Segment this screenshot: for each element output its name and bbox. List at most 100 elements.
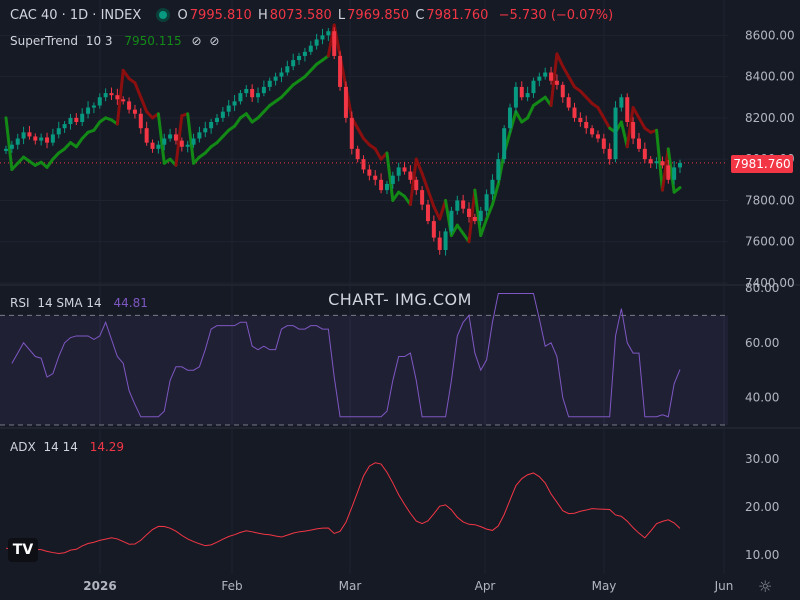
candle-body: [80, 113, 85, 123]
supertrend-segment: [619, 120, 629, 149]
adx-legend[interactable]: ADX 14 14 14.29: [10, 440, 124, 454]
tradingview-logo[interactable]: TV: [8, 538, 38, 562]
supertrend-segment: [625, 106, 635, 149]
eye-off-icon[interactable]: ⊘: [191, 34, 202, 48]
supertrend-segment: [356, 126, 366, 141]
candle-body: [631, 122, 636, 139]
supertrend-segment: [4, 116, 14, 171]
supertrend-segment: [326, 23, 336, 58]
supertrend-segment: [121, 68, 131, 81]
x-tick-label: Jun: [714, 579, 734, 593]
candle-body: [642, 148, 647, 160]
candle-body: [97, 97, 102, 106]
eye-off-icon[interactable]: ⊘: [209, 34, 220, 48]
candle-body: [396, 167, 401, 176]
candle-body: [449, 210, 454, 232]
candle-body: [285, 66, 290, 73]
candle-body: [291, 60, 296, 67]
adx-line: [5, 462, 681, 555]
rsi-y-tick: 60.00: [745, 336, 779, 350]
supertrend-segment: [432, 205, 442, 221]
supertrend-segment: [233, 116, 242, 128]
sun-icon[interactable]: ☼: [758, 577, 773, 596]
candle-body: [666, 165, 671, 180]
supertrend-segment: [490, 182, 500, 207]
candle-body: [513, 86, 518, 108]
candle-body: [355, 148, 360, 160]
candle-body: [508, 107, 513, 129]
candle-body: [373, 175, 378, 180]
supertrend-segment: [186, 112, 196, 165]
supertrend-segment: [479, 217, 489, 238]
supertrend-segment: [666, 147, 676, 194]
supertrend-segment: [426, 188, 436, 209]
supertrend-segment: [449, 223, 459, 238]
candle-body: [267, 80, 272, 87]
y-tick-label: 7400.00: [745, 276, 795, 290]
candle-body: [39, 137, 44, 141]
candle-body: [162, 138, 167, 145]
candle-body: [232, 101, 237, 106]
candle-body: [484, 194, 489, 211]
supertrend-segment: [485, 203, 494, 221]
x-tick-label: May: [592, 579, 617, 593]
ohlc-change: −5.730 (−0.07%): [498, 8, 614, 23]
rsi-value: 44.81: [113, 296, 148, 310]
supertrend-legend[interactable]: SuperTrend 10 3 7950.115 ⊘ ⊘: [10, 34, 219, 48]
symbol-title[interactable]: CAC 40 · 1D · INDEX: [10, 8, 142, 23]
candle-body: [326, 31, 331, 36]
candle-body: [74, 117, 79, 123]
supertrend-segment: [133, 81, 143, 99]
candle-body: [297, 55, 302, 61]
adx-y-tick: 10.00: [745, 548, 779, 562]
ohlc-close: 7981.760: [426, 8, 489, 23]
candle-body: [338, 55, 343, 87]
candle-body: [613, 107, 618, 160]
candle-body: [308, 45, 313, 52]
candle-body: [220, 111, 225, 118]
adx-y-tick: 30.00: [745, 452, 779, 466]
rsi-y-tick: 40.00: [745, 391, 779, 405]
candle-body: [531, 80, 536, 94]
supertrend-segment: [92, 120, 102, 132]
candle-body: [537, 76, 542, 81]
y-tick-label: 7600.00: [745, 235, 795, 249]
supertrend-segment: [567, 75, 577, 89]
candle-body: [414, 179, 419, 191]
candle-body: [519, 86, 524, 98]
candle-body: [314, 39, 319, 46]
candle-body: [554, 80, 559, 85]
candle-body: [91, 105, 96, 108]
rsi-line: [11, 292, 681, 418]
candle-body: [121, 99, 126, 102]
candle-body: [4, 148, 8, 151]
candle-body: [420, 190, 425, 205]
candle-body: [467, 208, 472, 217]
candle-body: [273, 76, 278, 81]
candle-body: [461, 200, 466, 209]
status-dot: [159, 11, 168, 19]
candle-body: [127, 101, 132, 110]
ohlc-high: 8073.580: [269, 8, 332, 23]
candle-body: [431, 221, 436, 238]
candle-body: [572, 107, 577, 118]
candle-body: [56, 128, 61, 135]
candle-body: [27, 132, 32, 137]
supertrend-segment: [508, 110, 518, 134]
candle-body: [408, 171, 413, 180]
y-tick-label: 8400.00: [745, 70, 795, 84]
rsi-params: 14 SMA 14: [37, 296, 102, 310]
supertrend-segment: [655, 128, 664, 192]
supertrend-segment: [373, 147, 383, 161]
supertrend-segment: [408, 157, 418, 207]
rsi-legend[interactable]: RSI 14 SMA 14 44.81: [10, 296, 148, 310]
candle-body: [472, 216, 477, 222]
candle-body: [179, 140, 184, 147]
candle-body: [490, 179, 495, 195]
x-tick-label: Apr: [475, 579, 496, 593]
supertrend-segment: [514, 110, 524, 124]
candle-body: [250, 88, 255, 98]
candle-body: [68, 117, 73, 125]
supertrend-segment: [467, 188, 477, 244]
